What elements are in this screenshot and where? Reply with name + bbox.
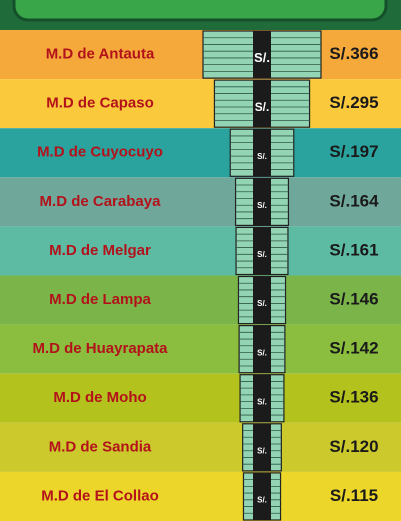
money-stack: S/.: [236, 227, 288, 274]
money-stack: S/.: [214, 80, 309, 127]
category-label: M.D de Cuyocuyo: [37, 144, 163, 161]
value-label: S/.161: [329, 240, 378, 259]
currency-symbol: S/.: [257, 397, 267, 406]
value-label: S/.146: [329, 290, 378, 309]
currency-symbol: S/.: [257, 348, 267, 357]
currency-symbol: S/.: [257, 299, 267, 308]
value-label: S/.197: [329, 142, 378, 161]
currency-symbol: S/.: [257, 201, 267, 210]
value-label: S/.136: [329, 388, 378, 407]
currency-symbol: S/.: [254, 50, 270, 65]
header-banner: [14, 0, 386, 20]
currency-symbol: S/.: [257, 496, 267, 505]
infographic: M.D de Antauta S/.366 M.D de Capaso S/.295 M…: [0, 0, 401, 521]
category-label: M.D de Melgar: [49, 242, 151, 259]
category-label: M.D de Carabaya: [40, 193, 162, 210]
money-stack: S/.: [238, 277, 285, 324]
value-label: S/.366: [329, 44, 378, 63]
currency-symbol: S/.: [257, 152, 267, 161]
money-stack: S/.: [243, 473, 280, 520]
money-stack: S/.: [230, 129, 294, 176]
category-label: M.D de Capaso: [46, 95, 154, 112]
money-stack: S/.: [240, 375, 284, 422]
currency-symbol: S/.: [257, 250, 267, 259]
category-label: M.D de Huayrapata: [32, 340, 168, 357]
money-stack: S/.: [236, 178, 289, 225]
category-label: M.D de Antauta: [46, 46, 155, 63]
money-stack: S/.: [239, 326, 285, 373]
category-label: M.D de Sandia: [49, 438, 152, 455]
money-stack: S/.: [203, 31, 321, 78]
value-label: S/.142: [329, 339, 378, 358]
money-stack: S/.: [243, 424, 282, 471]
currency-symbol: S/.: [257, 446, 267, 455]
value-label: S/.115: [330, 486, 378, 505]
value-label: S/.120: [329, 437, 378, 456]
category-label: M.D de Moho: [53, 389, 146, 406]
category-label: M.D de El Collao: [41, 487, 159, 504]
value-label: S/.295: [329, 93, 378, 112]
category-label: M.D de Lampa: [49, 291, 151, 308]
value-label: S/.164: [329, 191, 379, 210]
currency-symbol: S/.: [255, 100, 270, 114]
